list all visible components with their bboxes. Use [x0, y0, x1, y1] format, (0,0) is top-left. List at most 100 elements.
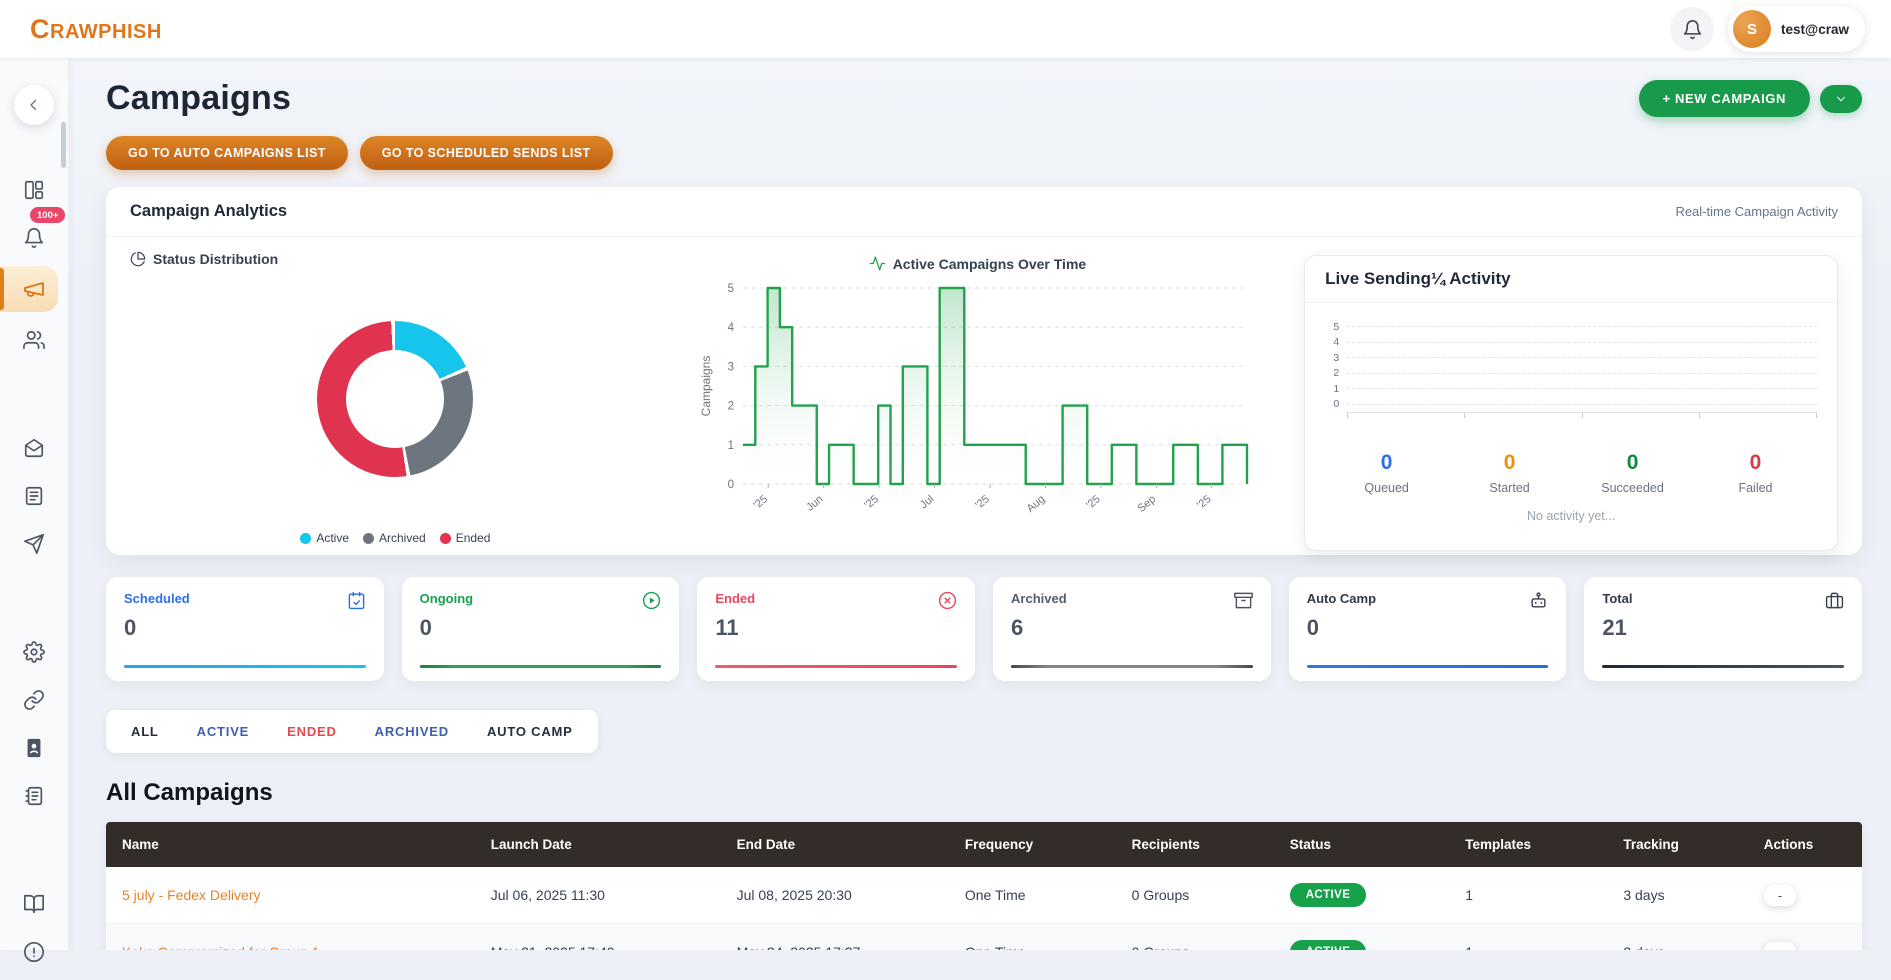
notification-count-badge: 100+ — [30, 207, 65, 223]
new-campaign-button[interactable]: + NEW CAMPAIGN — [1639, 80, 1810, 117]
queued-label: Queued — [1325, 481, 1448, 495]
sidebar-item-dashboard[interactable] — [0, 170, 68, 210]
legend-dot-ended — [440, 533, 451, 544]
new-campaign-dropdown-button[interactable] — [1820, 85, 1862, 113]
sidebar-item-webhooks[interactable] — [0, 680, 68, 720]
paper-plane-icon — [23, 533, 45, 555]
stat-label: Ended — [715, 591, 755, 606]
briefcase-icon — [1825, 591, 1844, 610]
stat-card-auto-camp[interactable]: Auto Camp 0 — [1289, 577, 1567, 681]
megaphone-icon — [22, 277, 46, 301]
stat-card-ongoing[interactable]: Ongoing 0 — [402, 577, 680, 681]
svg-text:Campaigns: Campaigns — [699, 356, 713, 417]
status-distribution-panel: Status Distribution Active Archived Ende… — [130, 251, 661, 551]
stat-label: Ongoing — [420, 591, 473, 606]
stat-value: 0 — [1307, 615, 1549, 641]
recipients-cell: 0 Groups — [1116, 867, 1274, 924]
row-actions-button[interactable]: - — [1764, 885, 1796, 906]
top-bar: CRAWPHISH S test@craw — [0, 0, 1891, 58]
sidebar-item-groups[interactable] — [0, 320, 68, 360]
book-icon — [23, 893, 45, 915]
col-actions: Actions — [1748, 822, 1862, 867]
tab-auto-camp[interactable]: AUTO CAMP — [468, 710, 592, 753]
sidebar-item-landing-pages[interactable] — [0, 476, 68, 516]
campaign-name-link[interactable]: 5 july - Fedex Delivery — [122, 887, 261, 903]
no-activity-text: No activity yet... — [1325, 509, 1817, 531]
legend-dot-active — [300, 533, 311, 544]
user-email: test@craw — [1781, 22, 1849, 37]
legend-dot-archived — [363, 533, 374, 544]
svg-text:'25: '25 — [863, 493, 882, 511]
scheduled-sends-list-button[interactable]: GO TO SCHEDULED SENDS LIST — [360, 136, 613, 170]
sidebar-item-account[interactable] — [0, 728, 68, 768]
stat-value: 11 — [715, 615, 957, 641]
col-name: Name — [106, 822, 475, 867]
svg-text:5: 5 — [728, 283, 734, 295]
mail-icon — [23, 437, 45, 459]
succeeded-count: 0 — [1571, 451, 1694, 475]
app-logo: CRAWPHISH — [30, 14, 162, 45]
sidebar-item-notifications[interactable]: 100+ — [0, 218, 68, 258]
notifications-button[interactable] — [1670, 7, 1714, 51]
status-filter-tabs: ALL ACTIVE ENDED ARCHIVED AUTO CAMP — [106, 710, 598, 753]
main-content: Campaigns + NEW CAMPAIGN GO TO AUTO CAMP… — [69, 58, 1891, 950]
legend-label-ended: Ended — [456, 531, 491, 545]
tab-ended[interactable]: ENDED — [268, 710, 356, 753]
status-badge: ACTIVE — [1290, 883, 1367, 907]
launch-date-cell: Jul 06, 2025 11:30 — [475, 867, 721, 924]
stat-underline — [420, 665, 662, 668]
chevron-left-icon — [25, 96, 43, 114]
row-actions-button[interactable]: - — [1764, 942, 1796, 951]
sidebar-item-settings[interactable] — [0, 632, 68, 672]
sidebar-item-about[interactable] — [0, 932, 68, 972]
tab-active[interactable]: ACTIVE — [178, 710, 268, 753]
svg-text:1: 1 — [728, 440, 734, 452]
sidebar-item-sending[interactable] — [0, 524, 68, 564]
col-end-date: End Date — [721, 822, 949, 867]
stat-value: 0 — [420, 615, 662, 641]
chevron-down-icon — [1834, 92, 1848, 106]
sidebar-item-templates[interactable] — [0, 428, 68, 468]
svg-text:'25: '25 — [752, 493, 771, 511]
col-templates: Templates — [1449, 822, 1607, 867]
stat-card-archived[interactable]: Archived 6 — [993, 577, 1271, 681]
donut-title: Status Distribution — [153, 251, 278, 267]
tab-archived[interactable]: ARCHIVED — [356, 710, 468, 753]
svg-text:'25: '25 — [1085, 493, 1104, 511]
svg-text:2: 2 — [728, 401, 734, 413]
stat-value: 6 — [1011, 615, 1253, 641]
stat-value: 21 — [1602, 615, 1844, 641]
stat-underline — [715, 665, 957, 668]
activity-pulse-icon — [869, 255, 886, 272]
analytics-title: Campaign Analytics — [130, 202, 287, 221]
logo-text: RAWPHISH — [50, 21, 162, 43]
all-campaigns-title: All Campaigns — [106, 779, 1862, 807]
page-title: Campaigns — [106, 79, 291, 118]
stat-underline — [124, 665, 366, 668]
stat-value: 0 — [124, 615, 366, 641]
alert-icon — [23, 941, 45, 963]
user-menu[interactable]: S test@craw — [1728, 6, 1865, 52]
calendar-check-icon — [347, 591, 366, 610]
sidebar-item-logs[interactable] — [0, 776, 68, 816]
sidebar-collapse-button[interactable] — [14, 85, 54, 125]
failed-count: 0 — [1694, 451, 1817, 475]
sidebar-item-guide[interactable] — [0, 884, 68, 924]
notebook-icon — [23, 785, 45, 807]
tab-all[interactable]: ALL — [112, 710, 178, 753]
col-status: Status — [1274, 822, 1450, 867]
play-circle-icon — [642, 591, 661, 610]
auto-campaigns-list-button[interactable]: GO TO AUTO CAMPAIGNS LIST — [106, 136, 348, 170]
sidebar-scrollbar[interactable] — [61, 122, 66, 168]
campaign-name-link[interactable]: Keka Compromized for Group 1 — [122, 944, 320, 950]
stat-card-total[interactable]: Total 21 — [1584, 577, 1862, 681]
stat-card-ended[interactable]: Ended 11 — [697, 577, 975, 681]
sidebar-item-campaigns[interactable] — [0, 266, 68, 312]
svg-text:'25: '25 — [1195, 493, 1214, 511]
frequency-cell: One Time — [949, 867, 1116, 924]
donut-legend: Active Archived Ended — [130, 531, 661, 551]
svg-text:Aug: Aug — [1025, 493, 1048, 515]
stat-card-scheduled[interactable]: Scheduled 0 — [106, 577, 384, 681]
